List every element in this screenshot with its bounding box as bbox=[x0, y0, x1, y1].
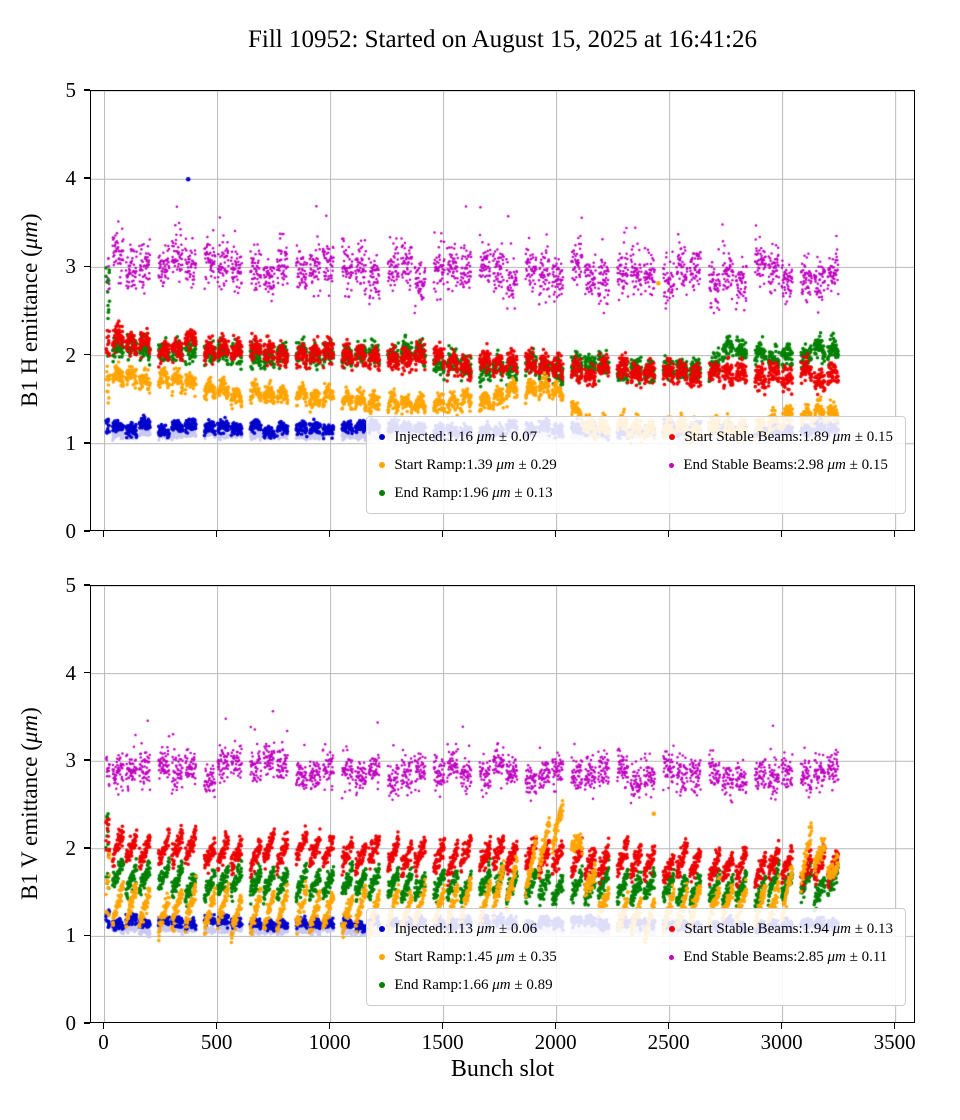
y-tick-label: 2 bbox=[65, 835, 77, 860]
y-tick-mark bbox=[84, 265, 90, 268]
x-tick-mark bbox=[893, 531, 896, 537]
x-tick-label: 3500 bbox=[873, 1030, 916, 1054]
x-tick-mark bbox=[667, 531, 670, 537]
legend-item: Start Stable Beams:1.94 μm ± 0.13 bbox=[669, 915, 893, 943]
y-tick-label: 3 bbox=[65, 748, 77, 773]
x-tick-label: 3000 bbox=[760, 1030, 803, 1054]
legend-box-v: Injected:1.13 μm ± 0.06 Start Ramp:1.45 μ… bbox=[366, 908, 906, 1006]
legend-label: End Ramp:1.96 μm ± 0.13 bbox=[394, 484, 553, 501]
x-tick-mark bbox=[215, 531, 218, 537]
legend-column: Injected:1.13 μm ± 0.06 Start Ramp:1.45 μ… bbox=[379, 915, 651, 999]
y-tick-mark bbox=[84, 584, 90, 586]
legend-item: End Stable Beams:2.98 μm ± 0.15 bbox=[669, 451, 893, 479]
x-tick-mark bbox=[328, 531, 331, 537]
legend-label: End Ramp:1.66 μm ± 0.89 bbox=[394, 976, 553, 993]
y-tick-label: 3 bbox=[65, 254, 77, 279]
y-tick-label: 4 bbox=[65, 660, 77, 685]
legend-label: End Stable Beams:2.98 μm ± 0.15 bbox=[683, 456, 888, 473]
y-tick-label: 2 bbox=[65, 342, 77, 367]
x-tick-mark bbox=[554, 1023, 557, 1029]
legend-marker-icon bbox=[379, 462, 386, 468]
legend-marker-icon bbox=[379, 490, 386, 496]
x-tick-mark bbox=[441, 1023, 444, 1029]
legend-label: Injected:1.16 μm ± 0.07 bbox=[394, 428, 538, 445]
legend-column: Start Stable Beams:1.94 μm ± 0.13 End Sta… bbox=[669, 915, 893, 999]
legend-item: End Ramp:1.96 μm ± 0.13 bbox=[379, 479, 651, 507]
y-tick-mark bbox=[84, 759, 90, 761]
y-tick-label: 0 bbox=[65, 519, 77, 543]
x-tick-mark bbox=[893, 1023, 896, 1029]
legend-label: Start Stable Beams:1.89 μm ± 0.15 bbox=[684, 428, 893, 445]
x-tick-label: 1500 bbox=[421, 1030, 464, 1054]
x-tick-mark bbox=[441, 531, 444, 537]
figure-title: Fill 10952: Started on August 15, 2025 a… bbox=[247, 26, 758, 53]
x-axis-label: Bunch slot bbox=[450, 1056, 555, 1082]
y-tick-label: 1 bbox=[65, 430, 77, 455]
y-axis-label-v: B1 V emittance (μm) bbox=[17, 707, 42, 901]
x-tick-mark bbox=[215, 1023, 218, 1029]
legend-label: Start Ramp:1.39 μm ± 0.29 bbox=[394, 456, 557, 473]
y-tick-label: 5 bbox=[65, 573, 77, 597]
x-tick-label: 500 bbox=[200, 1030, 233, 1054]
y-tick-label: 4 bbox=[65, 166, 77, 191]
x-tick-mark bbox=[102, 1023, 105, 1029]
legend-marker-icon bbox=[669, 434, 676, 440]
y-tick-mark bbox=[84, 934, 90, 937]
y-tick-mark bbox=[84, 177, 90, 179]
legend-label: Injected:1.13 μm ± 0.06 bbox=[394, 920, 538, 937]
legend-marker-icon bbox=[379, 954, 386, 960]
x-tick-label: 2000 bbox=[534, 1030, 577, 1054]
legend-column: Start Stable Beams:1.89 μm ± 0.15 End Sta… bbox=[669, 423, 893, 507]
legend-marker-icon bbox=[379, 982, 386, 988]
x-tick-label: 1000 bbox=[308, 1030, 351, 1054]
legend-marker-icon bbox=[379, 434, 386, 440]
legend-item: Start Ramp:1.39 μm ± 0.29 bbox=[379, 451, 651, 479]
legend-marker-icon bbox=[669, 954, 675, 960]
legend-marker-icon bbox=[669, 926, 676, 932]
y-tick-label: 5 bbox=[65, 78, 77, 102]
y-tick-mark bbox=[84, 353, 90, 356]
legend-item: End Ramp:1.66 μm ± 0.89 bbox=[379, 971, 651, 999]
y-tick-label: 0 bbox=[65, 1011, 77, 1035]
x-tick-mark bbox=[328, 1023, 331, 1029]
x-tick-mark bbox=[780, 1023, 783, 1029]
x-tick-label: 0 bbox=[98, 1030, 109, 1054]
y-tick-mark bbox=[84, 671, 90, 674]
plot-area-h: Injected:1.16 μm ± 0.07 Start Ramp:1.39 μ… bbox=[90, 90, 915, 531]
legend-label: Start Ramp:1.45 μm ± 0.35 bbox=[394, 948, 557, 965]
legend-box-h: Injected:1.16 μm ± 0.07 Start Ramp:1.39 μ… bbox=[366, 416, 906, 514]
x-tick-label: 2500 bbox=[647, 1030, 690, 1054]
y-tick-mark bbox=[84, 530, 90, 532]
x-tick-mark bbox=[554, 531, 557, 537]
legend-item: Start Ramp:1.45 μm ± 0.35 bbox=[379, 943, 651, 971]
y-tick-label: 1 bbox=[65, 923, 77, 948]
legend-marker-icon bbox=[669, 462, 675, 468]
legend-item: Injected:1.16 μm ± 0.07 bbox=[379, 423, 651, 451]
legend-item: Injected:1.13 μm ± 0.06 bbox=[379, 915, 651, 943]
legend-item: Start Stable Beams:1.89 μm ± 0.15 bbox=[669, 423, 893, 451]
x-tick-mark bbox=[102, 531, 105, 537]
plot-area-v: Injected:1.13 μm ± 0.06 Start Ramp:1.45 μ… bbox=[90, 585, 915, 1023]
legend-marker-icon bbox=[379, 926, 386, 932]
y-tick-mark bbox=[84, 442, 90, 444]
x-tick-mark bbox=[780, 531, 783, 537]
legend-label: Start Stable Beams:1.94 μm ± 0.13 bbox=[684, 920, 893, 937]
legend-label: End Stable Beams:2.85 μm ± 0.11 bbox=[683, 948, 888, 965]
y-tick-mark bbox=[84, 89, 90, 91]
legend-column: Injected:1.16 μm ± 0.07 Start Ramp:1.39 μ… bbox=[379, 423, 651, 507]
x-tick-mark bbox=[667, 1023, 670, 1029]
legend-item: End Stable Beams:2.85 μm ± 0.11 bbox=[669, 943, 893, 971]
y-tick-mark bbox=[84, 1022, 90, 1024]
y-tick-mark bbox=[84, 847, 90, 849]
